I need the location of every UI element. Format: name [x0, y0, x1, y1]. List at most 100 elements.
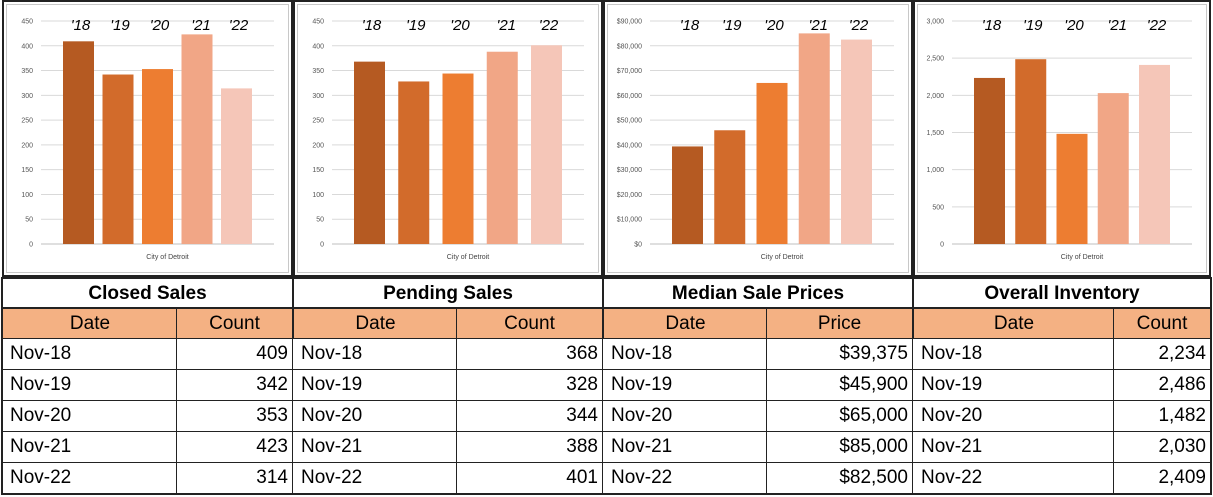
column-header-value: Count [1136, 313, 1188, 334]
year-label: '22 [539, 17, 559, 34]
y-tick-label: 1,000 [926, 167, 944, 174]
value-cell: 368 [566, 343, 598, 364]
table-row: Nov-22 314 [2, 463, 293, 494]
x-axis-label: City of Detroit [447, 254, 489, 261]
y-tick-label: $60,000 [617, 93, 642, 100]
value-cell: 344 [566, 405, 598, 426]
y-tick-label: 0 [29, 242, 33, 249]
column-header-date: Date [993, 313, 1035, 334]
date-cell: Nov-18 [10, 343, 72, 364]
bar-21 [181, 34, 213, 244]
table-row: Nov-22 2,409 [913, 463, 1211, 494]
table-row: Nov-19 342 [2, 370, 293, 401]
y-tick-label: 300 [312, 93, 324, 100]
panel-pending-sales: 0 50 100 150 200 250 300 350 400 450 '18 '19 '20 '21 '… [293, 0, 604, 497]
year-label: '20 [450, 17, 470, 34]
table-row: Nov-18 368 [293, 339, 603, 370]
value-cell: $82,500 [839, 467, 908, 488]
year-label: '18 [362, 17, 382, 34]
year-label: '21 [1107, 17, 1127, 34]
y-tick-label: $80,000 [617, 43, 642, 50]
date-cell: Nov-19 [10, 374, 72, 395]
value-cell: 409 [256, 343, 288, 364]
date-cell: Nov-22 [611, 467, 673, 488]
column-divider [1113, 308, 1114, 495]
column-header-date: Date [69, 313, 111, 334]
value-cell: 423 [256, 436, 288, 457]
year-label: '20 [150, 17, 170, 34]
table-header: Date Price [603, 308, 913, 339]
bar-21 [1097, 93, 1129, 244]
year-label: '19 [722, 17, 742, 34]
table-row: Nov-20 1,482 [913, 401, 1211, 432]
column-divider [456, 308, 457, 495]
bar-18 [63, 41, 94, 244]
bar-20 [756, 82, 788, 244]
bar-20 [142, 69, 173, 245]
date-cell: Nov-21 [10, 436, 72, 457]
value-cell: $39,375 [839, 343, 908, 364]
table-row: Nov-21 2,030 [913, 432, 1211, 463]
table-row: Nov-21 388 [293, 432, 603, 463]
y-tick-label: $70,000 [617, 68, 642, 75]
table-row: Nov-22 401 [293, 463, 603, 494]
y-tick-label: 200 [21, 142, 33, 149]
year-label: '18 [71, 17, 91, 34]
value-cell: $85,000 [839, 436, 908, 457]
date-cell: Nov-19 [921, 374, 983, 395]
bar-22 [221, 88, 252, 244]
panel-title: Median Sale Prices [603, 277, 913, 308]
bar-21 [486, 51, 518, 245]
y-tick-label: 450 [21, 19, 33, 26]
chart-frame: 0 50 100 150 200 250 300 350 400 450 '18 '19 '20 '21 '… [6, 4, 289, 273]
y-tick-label: 200 [312, 142, 324, 149]
bar-chart: 0 50 100 150 200 250 300 350 400 450 '18 '19 '20 '21 '… [21, 17, 274, 261]
table-left-border [1, 277, 3, 495]
panel-overall-inventory: 0 500 1,000 1,500 2,000 2,500 3,000 '18 '19 '20 '2… [913, 0, 1212, 497]
bar-chart: 0 500 1,000 1,500 2,000 2,500 3,000 '18 '19 '20 '2… [926, 17, 1192, 261]
value-cell: $45,900 [839, 374, 908, 395]
table-row: Nov-19 328 [293, 370, 603, 401]
chart-frame: 0 500 1,000 1,500 2,000 2,500 3,000 '18 '19 '20 '2… [917, 4, 1207, 273]
chart-box: 0 50 100 150 200 250 300 350 400 450 '18 '19 '20 '21 '… [2, 0, 293, 277]
bar-19 [714, 130, 746, 244]
y-tick-label: 100 [21, 192, 33, 199]
value-cell: 314 [256, 467, 288, 488]
column-header-date: Date [355, 313, 396, 334]
value-cell: 2,486 [1158, 374, 1206, 395]
date-cell: Nov-21 [921, 436, 983, 457]
date-cell: Nov-20 [10, 405, 72, 426]
bar-18 [672, 146, 703, 244]
x-axis-label: City of Detroit [1061, 254, 1103, 261]
bar-19 [102, 74, 134, 245]
year-label: '22 [229, 17, 249, 34]
year-label: '19 [1023, 17, 1043, 34]
y-tick-label: 350 [312, 68, 324, 75]
bar-21 [798, 33, 830, 245]
y-tick-label: 0 [320, 242, 324, 249]
column-header-value: Price [817, 313, 862, 334]
table-row: Nov-18 2,234 [913, 339, 1211, 370]
table-header: Date Count [293, 308, 603, 339]
y-tick-label: 400 [21, 43, 33, 50]
table-row: Nov-21 423 [2, 432, 293, 463]
value-cell: 2,409 [1158, 467, 1206, 488]
panel-median-sale-prices: $0 $10,000 $20,000 $30,000 $40,000 $50,000 $60… [603, 0, 914, 497]
year-label: '21 [496, 17, 516, 34]
y-tick-label: $10,000 [617, 217, 642, 224]
panel-divider [1210, 277, 1212, 495]
bar-chart: $0 $10,000 $20,000 $30,000 $40,000 $50,000 $60… [617, 17, 894, 261]
year-label: '20 [764, 17, 784, 34]
date-cell: Nov-21 [611, 436, 673, 457]
bar-20 [1056, 133, 1088, 244]
y-tick-label: 300 [21, 93, 33, 100]
column-header-value: Count [209, 313, 260, 334]
bar-19 [398, 81, 430, 244]
value-cell: 2,030 [1158, 436, 1206, 457]
value-cell: 342 [256, 374, 288, 395]
date-cell: Nov-20 [611, 405, 673, 426]
y-tick-label: $40,000 [617, 142, 642, 149]
date-cell: Nov-20 [921, 405, 983, 426]
x-axis-label: City of Detroit [146, 254, 188, 261]
